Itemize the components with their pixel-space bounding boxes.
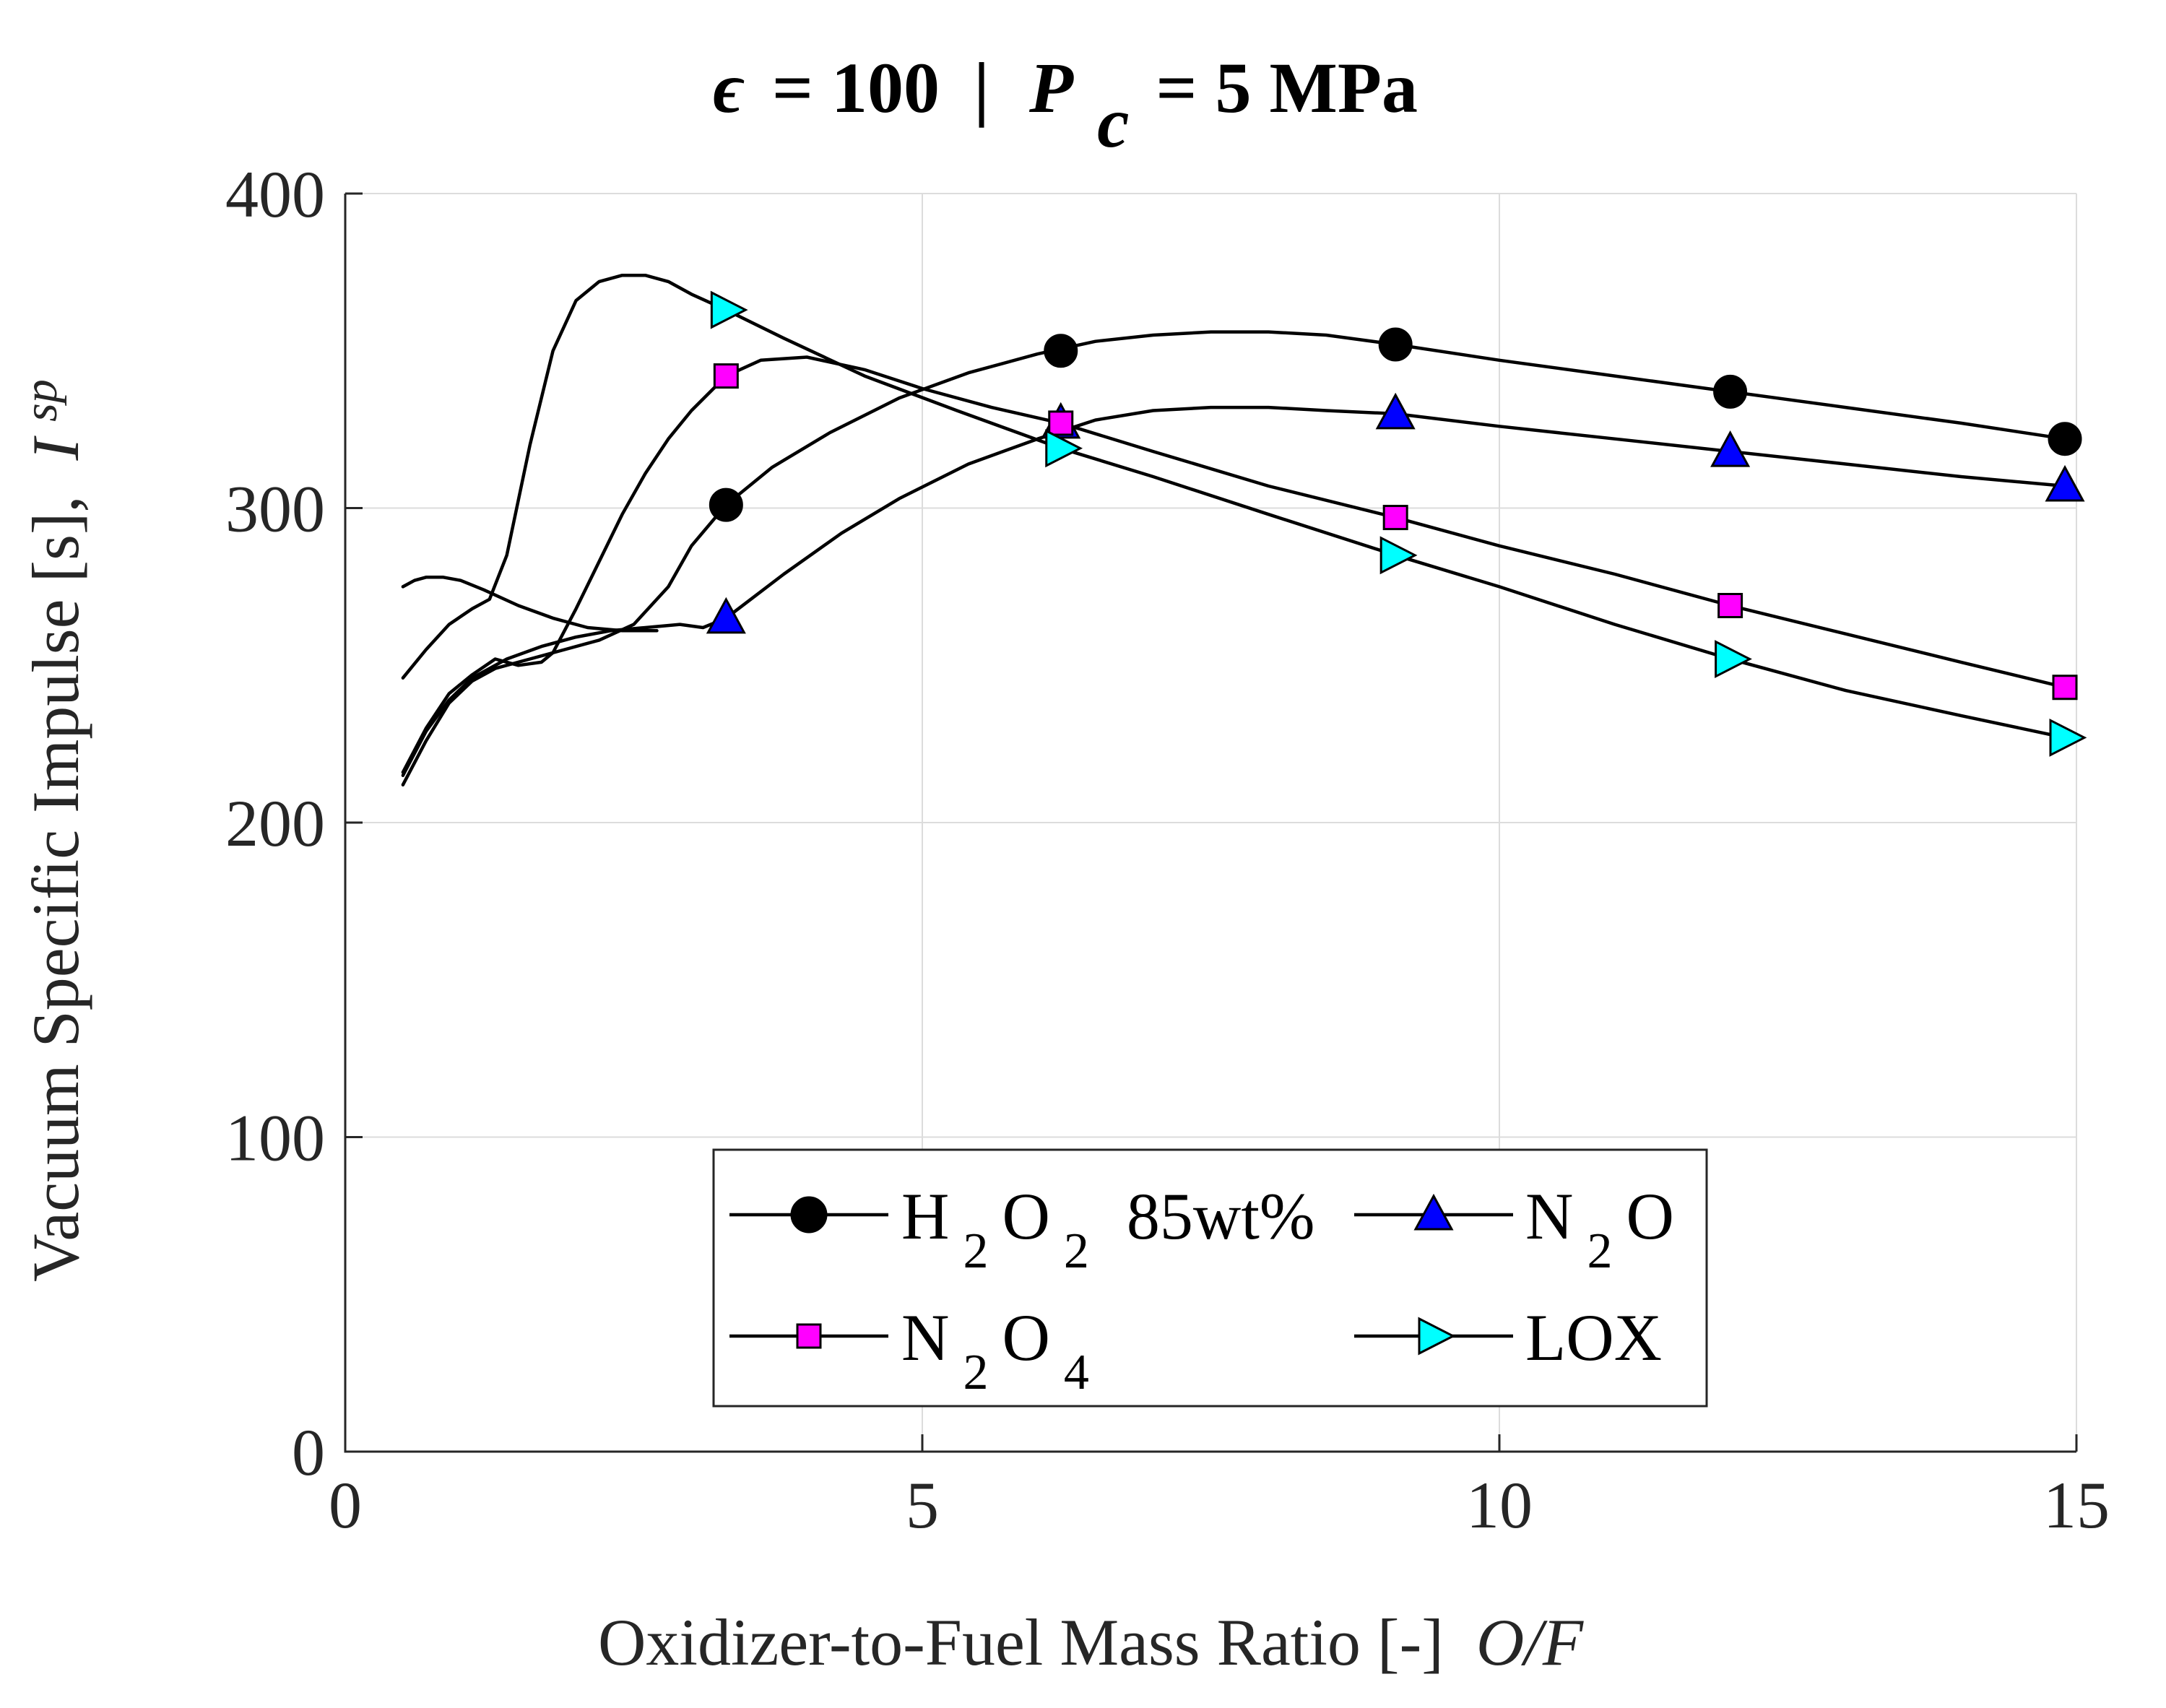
series-line-precursor [401, 576, 659, 633]
y-tick-label-300: 300 [225, 472, 325, 546]
legend-label-n2o-sub: 2 [1587, 1223, 1612, 1279]
marker-n2o-3 [1710, 430, 1751, 467]
y-tick-label-200: 200 [225, 786, 325, 860]
title-pressure-subscript: c [1097, 82, 1129, 162]
legend-entry-n2o4: N 2 O 4 [729, 1301, 1089, 1403]
marker-h2o2-85wt-1 [1044, 334, 1078, 368]
marker-lox-2 [1379, 536, 1418, 575]
y-axis-label-text: Vacuum Specific Impulse [s], [19, 495, 92, 1281]
legend-marker-square [796, 1323, 822, 1349]
series-line-n2o [401, 405, 2067, 777]
title-pressure-symbol: P [1028, 48, 1074, 128]
legend-marker-triangle-right [1418, 1317, 1456, 1356]
marker-n2o4-1 [1048, 410, 1074, 436]
marker-n2o4-4 [2052, 675, 2078, 701]
legend-label-n2o4: N 2 O 4 [901, 1301, 1089, 1403]
legend-label-h2o2-rest: 85wt% [1110, 1179, 1315, 1253]
y-tick-label-400: 400 [225, 157, 325, 231]
legend-label-h2o2-o: O [1002, 1179, 1049, 1253]
marker-n2o4-3 [1717, 593, 1743, 619]
marker-h2o2-85wt-3 [1713, 374, 1748, 409]
x-axis-label-text: Oxidizer-to-Fuel Mass Ratio [-] [598, 1605, 1444, 1679]
legend-label-n2o4-n: N [901, 1301, 949, 1374]
legend-label-h2o2-h: H [901, 1179, 949, 1253]
title-pressure-value: = 5 MPa [1156, 48, 1418, 128]
x-tick-label-0: 0 [329, 1468, 362, 1542]
axes [344, 192, 2078, 1453]
chart-title: ϵ = 100 | P c = 5 MPa [713, 48, 1418, 162]
y-tick-label-0: 0 [292, 1416, 325, 1489]
tick-labels: 0 5 10 15 0 100 200 300 400 [225, 157, 2110, 1542]
legend-marker-triangle-up [1413, 1193, 1454, 1231]
y-axis-label-symbol: I [19, 435, 92, 461]
legend-label-n2o-n: N [1525, 1179, 1573, 1253]
marker-n2o4-2 [1382, 505, 1408, 531]
legend-label-n2o: N 2 O [1525, 1179, 1674, 1282]
series-line-n2o4 [401, 355, 2067, 774]
legend-box [712, 1148, 1708, 1408]
y-axis-label: Vacuum Specific Impulse [s], I sp [14, 379, 92, 1282]
legend-label-h2o2-sub2: 2 [1064, 1223, 1089, 1279]
x-axis-label-italic: O/F [1476, 1605, 1584, 1679]
marker-n2o-0 [706, 597, 746, 634]
marker-h2o2-85wt-4 [2048, 422, 2082, 456]
marker-n2o4-0 [713, 363, 739, 389]
legend-marker-circle [790, 1196, 828, 1234]
series-line-lox [401, 273, 2067, 740]
marker-h2o2-85wt-0 [709, 487, 743, 522]
legend-label-h2o2: H 2 O 2 85wt% [901, 1179, 1315, 1282]
series-line-h2o2-85wt [401, 330, 2067, 786]
legend-label-n2o4-sub2: 4 [1064, 1345, 1089, 1400]
marker-h2o2-85wt-2 [1378, 327, 1413, 362]
legend-label-h2o2-sub1: 2 [963, 1223, 988, 1279]
series-group [401, 273, 2087, 786]
marker-lox-0 [710, 290, 748, 329]
x-tick-label-15: 15 [2043, 1468, 2110, 1542]
legend-entry-n2o: N 2 O [1354, 1179, 1674, 1282]
marker-lox-1 [1045, 429, 1083, 468]
title-epsilon-symbol: ϵ [713, 48, 745, 128]
marker-lox-4 [2049, 718, 2087, 757]
legend-label-n2o4-o: O [1002, 1301, 1049, 1374]
title-separator: | [974, 48, 989, 128]
legend: H 2 O 2 85wt% N 2 O N 2 O 4 [712, 1148, 1708, 1408]
y-tick-label-100: 100 [225, 1101, 325, 1175]
legend-entry-h2o2: H 2 O 2 85wt% [729, 1179, 1315, 1282]
x-tick-label-5: 5 [906, 1468, 939, 1542]
marker-lox-3 [1715, 640, 1752, 678]
marker-n2o-2 [1375, 392, 1416, 430]
x-tick-label-10: 10 [1466, 1468, 1533, 1542]
x-axis-label: Oxidizer-to-Fuel Mass Ratio [-] O/F [598, 1605, 1584, 1679]
legend-label-n2o-o: O [1626, 1179, 1673, 1253]
legend-label-lox: LOX [1525, 1301, 1662, 1374]
legend-entry-lox: LOX [1354, 1301, 1662, 1374]
title-epsilon-value: = 100 [772, 48, 940, 128]
y-axis-label-subscript: sp [14, 379, 67, 422]
legend-label-n2o4-sub1: 2 [963, 1345, 988, 1400]
marker-n2o-4 [2045, 464, 2085, 502]
legend-label-lox-text: LOX [1525, 1301, 1662, 1374]
